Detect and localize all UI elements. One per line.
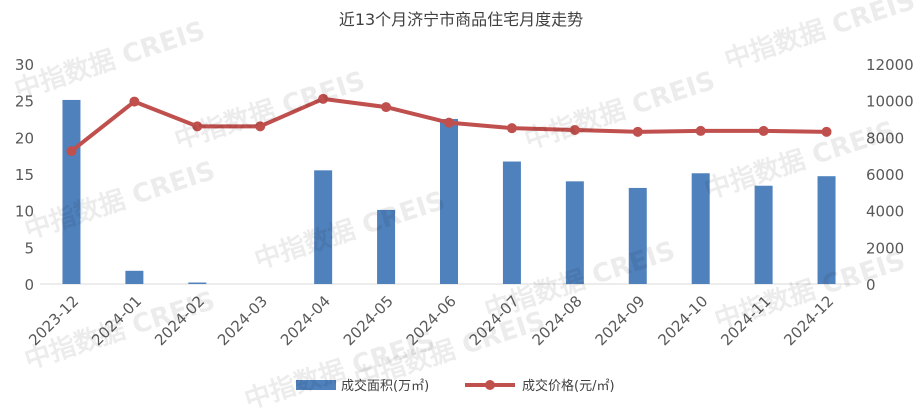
x-tick-label: 2024-08 bbox=[529, 292, 586, 349]
x-tick-label: 2024-07 bbox=[466, 292, 523, 349]
price-point bbox=[758, 125, 769, 136]
legend-line-marker bbox=[485, 380, 495, 390]
x-axis-labels: 2023-12 2024-01 2024-02 2024-03 2024-04 2024-… bbox=[25, 292, 837, 349]
bar bbox=[188, 282, 207, 284]
bar bbox=[440, 119, 458, 284]
bar-series bbox=[62, 99, 836, 284]
price-point bbox=[695, 125, 706, 136]
legend: 成交面积(万㎡) 成交价格(元/㎡) bbox=[296, 378, 615, 394]
x-tick-label: 2024-04 bbox=[277, 292, 334, 349]
chart-title: 近13个月济宁市商品住宅月度走势 bbox=[339, 10, 583, 29]
y-left-tick-label: 20 bbox=[15, 129, 34, 147]
x-tick-label: 2024-12 bbox=[780, 292, 837, 349]
price-point bbox=[444, 117, 454, 128]
bar bbox=[754, 185, 773, 284]
bar bbox=[377, 209, 396, 284]
bar bbox=[125, 270, 144, 284]
y-right-tick-label: 4000 bbox=[866, 203, 904, 221]
price-point bbox=[821, 126, 832, 137]
price-point bbox=[66, 146, 77, 157]
bar bbox=[817, 176, 836, 284]
price-point bbox=[318, 93, 329, 104]
x-tick-label: 2024-02 bbox=[151, 292, 208, 349]
y-right-tick-label: 0 bbox=[866, 276, 876, 294]
bar bbox=[314, 170, 333, 284]
y-right-tick-label: 10000 bbox=[866, 93, 914, 111]
price-point bbox=[255, 121, 266, 132]
y-left-tick-label: 5 bbox=[24, 239, 34, 257]
x-tick-label: 2024-03 bbox=[214, 292, 271, 349]
x-tick-label: 2024-09 bbox=[592, 292, 649, 349]
axes: 0 5 10 15 20 25 30 0 2000 4000 6000 8000 10000 12000 bbox=[15, 56, 914, 294]
price-point bbox=[192, 121, 203, 132]
bar bbox=[691, 173, 710, 284]
legend-line-label: 成交价格(元/㎡) bbox=[522, 378, 615, 394]
y-left-tick-label: 30 bbox=[15, 56, 34, 74]
line-series bbox=[66, 93, 832, 157]
price-point bbox=[569, 125, 580, 135]
bar bbox=[62, 99, 81, 284]
legend-bar-swatch bbox=[296, 380, 336, 390]
x-tick-label: 2024-05 bbox=[340, 292, 397, 349]
legend-bar-label: 成交面积(万㎡) bbox=[341, 378, 429, 394]
y-left-tick-label: 15 bbox=[15, 166, 34, 184]
x-tick-label: 2024-10 bbox=[654, 292, 711, 349]
price-point bbox=[129, 96, 140, 107]
price-point bbox=[381, 102, 392, 113]
y-right-tick-label: 8000 bbox=[866, 129, 904, 147]
y-right-tick-label: 2000 bbox=[866, 239, 904, 257]
y-right-tick-label: 12000 bbox=[866, 56, 914, 74]
price-point bbox=[632, 126, 643, 137]
x-tick-label: 2024-01 bbox=[88, 292, 145, 349]
x-tick-label: 2024-06 bbox=[403, 292, 460, 349]
price-point bbox=[506, 123, 517, 134]
y-left-tick-label: 25 bbox=[15, 93, 34, 111]
bar bbox=[628, 187, 647, 284]
y-left-tick-label: 0 bbox=[24, 276, 34, 294]
bar bbox=[502, 161, 521, 284]
x-tick-label: 2024-11 bbox=[717, 292, 774, 349]
y-right-tick-label: 6000 bbox=[866, 166, 904, 184]
bar bbox=[565, 181, 584, 284]
x-tick-label: 2023-12 bbox=[25, 292, 82, 349]
y-left-tick-label: 10 bbox=[15, 203, 34, 221]
